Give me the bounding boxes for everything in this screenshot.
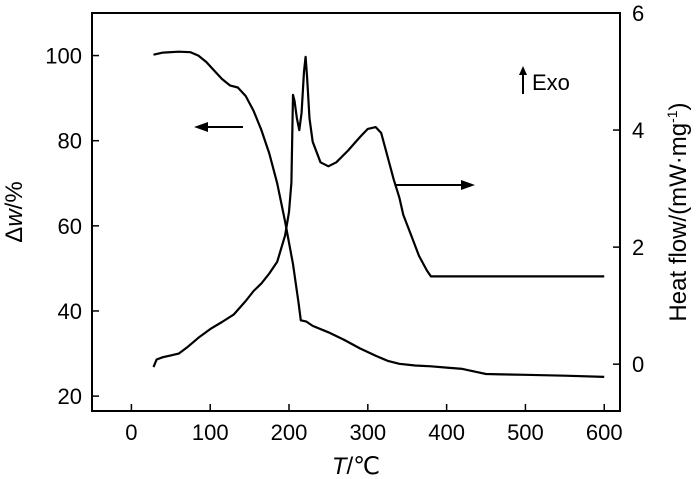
x-axis-ticks: 0 100 200 300 400 500 600 (125, 404, 623, 445)
left-axis-label: Δw/% (1, 181, 28, 242)
right-tick-label: 0 (632, 352, 644, 377)
right-tick-label: 4 (632, 118, 644, 143)
x-tick-label: 200 (271, 420, 308, 445)
left-tick-label: 60 (58, 214, 82, 239)
x-tick-label: 400 (428, 420, 465, 445)
right-axis-arrow-icon (395, 180, 475, 190)
data-curves (152, 50, 605, 378)
heat-flow-curve (152, 55, 605, 368)
left-tick-label: 100 (45, 44, 82, 69)
left-tick-label: 20 (58, 384, 82, 409)
right-tick-label: 2 (632, 235, 644, 260)
exo-annotation: Exo (532, 70, 570, 95)
left-axis-ticks: 20 40 60 80 100 (45, 44, 99, 409)
x-tick-label: 500 (507, 420, 544, 445)
left-tick-label: 80 (58, 129, 82, 154)
x-tick-label: 600 (586, 420, 623, 445)
x-axis-label: T/℃ (332, 453, 380, 479)
exo-arrow-icon (519, 66, 527, 94)
right-tick-label: 6 (632, 1, 644, 26)
left-tick-label: 40 (58, 299, 82, 324)
mass-loss-curve (153, 50, 605, 378)
x-tick-label: 300 (349, 420, 386, 445)
plot-frame (91, 12, 621, 412)
right-axis-ticks: 0 2 4 6 (613, 1, 644, 377)
left-axis-arrow-icon (194, 122, 243, 132)
right-axis-label: Heat flow/(mW·mg-1) (664, 102, 692, 321)
x-tick-label: 0 (125, 420, 137, 445)
x-tick-label: 100 (192, 420, 229, 445)
